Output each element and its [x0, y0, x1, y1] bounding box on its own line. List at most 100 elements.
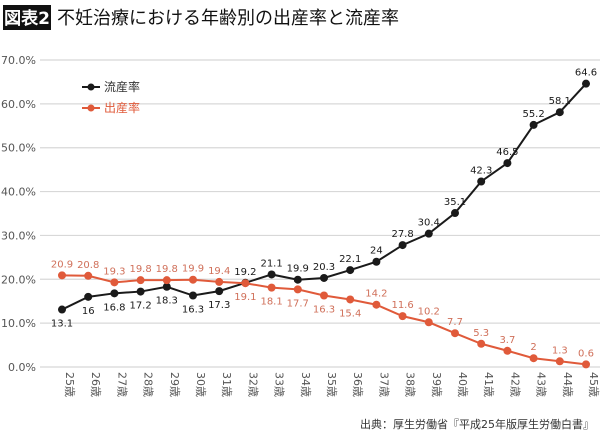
x-tick-label: 44歳 [561, 372, 574, 397]
data-point [162, 276, 171, 285]
data-point [189, 275, 197, 284]
data-point [136, 287, 145, 296]
data-point [372, 257, 381, 266]
x-tick-label: 45歳 [587, 372, 600, 397]
data-label: 55.2 [522, 109, 544, 120]
legend-marker-miscarriage [87, 83, 95, 91]
data-label: 1.3 [552, 345, 568, 356]
data-label: 16.8 [103, 302, 125, 313]
data-label: 17.2 [129, 301, 151, 312]
x-tick-label: 41歳 [482, 372, 495, 397]
data-label: 19.1 [234, 292, 256, 303]
data-point [451, 209, 459, 218]
data-label: 27.8 [391, 229, 413, 240]
data-point [110, 278, 119, 287]
data-point [582, 79, 590, 88]
data-label: 10.2 [418, 306, 440, 317]
data-label: 19.8 [129, 264, 151, 275]
legend-label-miscarriage: 流産率 [104, 79, 140, 94]
data-point [267, 283, 276, 292]
y-tick-label: 70.0% [1, 54, 36, 67]
data-point [555, 357, 564, 366]
data-point [241, 279, 250, 288]
x-tick-label: 32歳 [246, 372, 259, 397]
x-tick-label: 43歳 [535, 372, 548, 397]
data-label: 3.7 [499, 335, 515, 346]
x-tick-label: 34歳 [299, 372, 312, 397]
data-label: 0.6 [578, 348, 594, 359]
data-label: 42.3 [470, 165, 492, 176]
data-point [477, 339, 486, 348]
source-note: 出典：厚生労働省『平成25年版厚生労働白書』 [360, 417, 594, 431]
data-label: 18.1 [260, 297, 282, 308]
data-point [267, 270, 276, 279]
x-tick-label: 33歳 [273, 372, 286, 397]
data-label: 64.6 [575, 68, 597, 79]
data-point [136, 276, 145, 285]
data-label: 19.9 [182, 264, 204, 275]
data-label: 20.8 [77, 260, 99, 271]
chart-title: 不妊治療における年齢別の出産率と流産率 [57, 8, 399, 29]
data-point [503, 346, 512, 355]
data-label: 35.1 [444, 197, 466, 208]
data-label: 21.1 [260, 258, 282, 269]
data-label: 30.4 [418, 218, 440, 229]
data-label: 16.3 [313, 305, 335, 316]
data-point [398, 312, 407, 321]
x-tick-label: 38歳 [404, 372, 417, 397]
data-point [215, 287, 224, 296]
data-point [424, 318, 433, 327]
x-tick-label: 42歳 [508, 372, 521, 397]
x-tick-label: 30歳 [194, 372, 207, 397]
data-point [58, 305, 66, 314]
data-label: 19.2 [234, 267, 256, 278]
figure-badge-bg [3, 5, 51, 30]
y-tick-label: 30.0% [1, 229, 36, 242]
data-label: 14.2 [365, 289, 387, 300]
x-tick-label: 26歳 [89, 372, 102, 397]
data-point [84, 292, 93, 301]
data-label: 19.3 [103, 266, 125, 277]
data-point [320, 291, 328, 300]
data-point [215, 277, 224, 286]
data-label: 16.3 [182, 305, 204, 316]
y-tick-label: 40.0% [1, 186, 36, 199]
data-point [555, 108, 564, 117]
data-label: 16 [82, 306, 95, 317]
data-label: 19.4 [208, 266, 230, 277]
data-label: 15.4 [339, 308, 361, 319]
data-point [529, 120, 538, 129]
x-tick-label: 36歳 [351, 372, 364, 397]
data-label: 11.6 [391, 300, 413, 311]
data-point [293, 285, 302, 294]
data-label: 17.3 [208, 300, 230, 311]
data-point [372, 300, 381, 309]
data-label: 20.9 [51, 259, 73, 270]
data-label: 19.8 [156, 264, 178, 275]
legend-marker-birth [87, 104, 95, 112]
data-point [477, 177, 486, 186]
data-label: 18.3 [156, 296, 178, 307]
data-label: 22.1 [339, 254, 361, 265]
x-tick-label: 37歳 [377, 372, 390, 397]
data-point [582, 360, 590, 369]
data-point [346, 295, 355, 304]
data-point [424, 229, 433, 238]
y-tick-label: 50.0% [1, 142, 36, 155]
data-label: 19.9 [287, 264, 309, 275]
data-label: 5.3 [473, 328, 489, 339]
data-point [58, 271, 66, 280]
data-point [398, 241, 407, 250]
data-point [346, 266, 355, 275]
x-tick-label: 27歳 [115, 372, 128, 397]
data-label: 13.1 [51, 319, 73, 330]
data-point [451, 329, 459, 338]
x-tick-label: 39歳 [430, 372, 443, 397]
data-label: 2 [530, 342, 536, 353]
legend-label-birth: 出産率 [104, 100, 140, 115]
y-tick-label: 10.0% [1, 317, 36, 330]
y-tick-label: 60.0% [1, 98, 36, 111]
data-point [320, 273, 328, 282]
